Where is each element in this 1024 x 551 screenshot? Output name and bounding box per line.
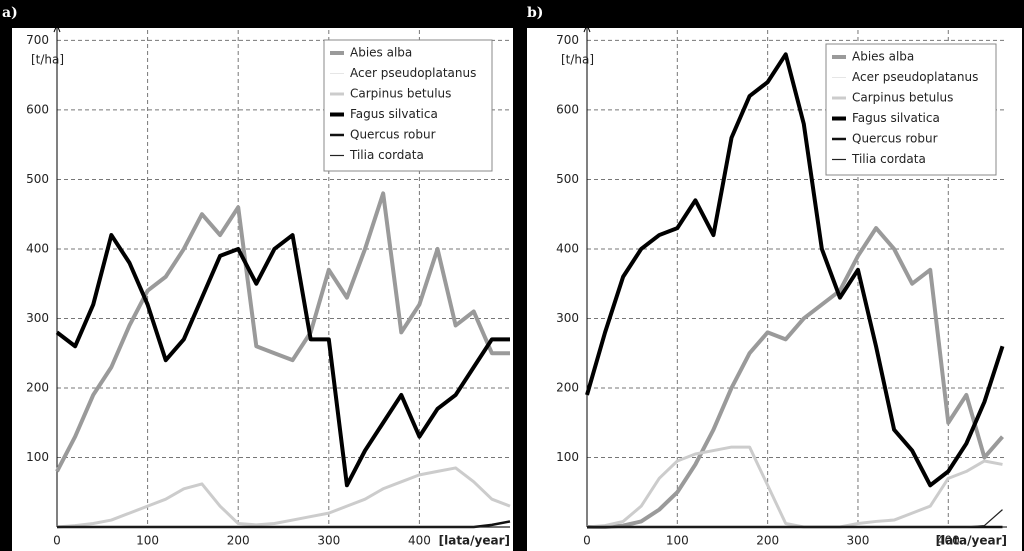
- axis-arrow: [53, 23, 61, 33]
- series-line: [585, 52, 1005, 488]
- y-tick-label: 200: [556, 380, 579, 394]
- y-tick-label: 600: [26, 102, 49, 116]
- legend-box: [825, 43, 997, 176]
- x-tick-label: 0: [583, 534, 591, 548]
- panel-label: b): [527, 5, 543, 21]
- legend-label: Carpinus betulus: [350, 87, 451, 101]
- legend-label: Acer pseudoplatanus: [350, 66, 476, 80]
- legend-label: Acer pseudoplatanus: [852, 70, 978, 84]
- series-line: [55, 191, 510, 473]
- legend-label: Fagus silvatica: [350, 107, 438, 121]
- x-tick-label: 300: [847, 534, 870, 548]
- legend-label: Abies alba: [852, 50, 914, 64]
- x-axis-label: [lata/year]: [439, 534, 510, 548]
- legend-label: Tilia cordata: [851, 152, 926, 166]
- x-tick-label: 300: [317, 534, 340, 548]
- series-line: [586, 445, 1003, 529]
- legend-label: Quercus robur: [852, 132, 938, 146]
- panel-label: a): [2, 5, 18, 21]
- series-line: [587, 509, 1003, 528]
- legend-label: Carpinus betulus: [852, 91, 953, 105]
- legend-label: Abies alba: [350, 46, 412, 60]
- x-tick-label: 100: [666, 534, 689, 548]
- axis-arrow: [583, 23, 591, 33]
- x-axis-label: [lata/year]: [936, 534, 1007, 548]
- x-tick-label: 400: [408, 534, 431, 548]
- y-axis-label: [t/ha]: [31, 53, 64, 67]
- y-tick-label: 400: [26, 241, 49, 255]
- x-tick-label: 400: [937, 534, 960, 548]
- legend-label: Fagus silvatica: [852, 111, 940, 125]
- y-tick-label: 100: [26, 450, 49, 464]
- x-tick-label: 200: [227, 534, 250, 548]
- x-tick-label: 0: [53, 534, 61, 548]
- legend-label: Tilia cordata: [349, 148, 424, 162]
- y-tick-label: 700: [26, 33, 49, 47]
- y-tick-label: 500: [556, 172, 579, 186]
- y-tick-label: 100: [556, 450, 579, 464]
- series-line: [587, 226, 1004, 529]
- y-tick-label: 300: [556, 311, 579, 325]
- y-axis-label: [t/ha]: [561, 53, 594, 67]
- y-tick-label: 300: [26, 311, 49, 325]
- series-line: [56, 466, 511, 529]
- x-tick-label: 200: [756, 534, 779, 548]
- legend-box: [323, 39, 493, 172]
- y-tick-label: 200: [26, 380, 49, 394]
- y-tick-label: 400: [556, 241, 579, 255]
- series-line: [55, 233, 510, 488]
- y-tick-label: 500: [26, 172, 49, 186]
- y-tick-label: 700: [556, 33, 579, 47]
- y-tick-label: 600: [556, 102, 579, 116]
- legend-label: Quercus robur: [350, 128, 436, 142]
- x-tick-label: 100: [136, 534, 159, 548]
